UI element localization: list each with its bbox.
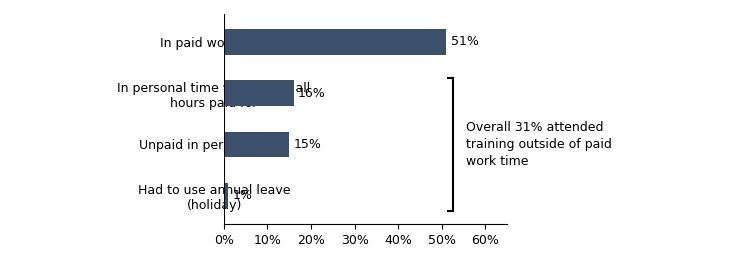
Text: 51%: 51% xyxy=(451,35,478,48)
Text: 1%: 1% xyxy=(233,189,252,202)
Text: 16%: 16% xyxy=(298,87,326,100)
Bar xyxy=(224,132,289,157)
Bar xyxy=(224,183,228,209)
Bar xyxy=(224,80,294,106)
Text: Overall 31% attended
training outside of paid
work time: Overall 31% attended training outside of… xyxy=(466,121,612,168)
Bar xyxy=(224,29,446,55)
Text: 15%: 15% xyxy=(294,138,322,151)
